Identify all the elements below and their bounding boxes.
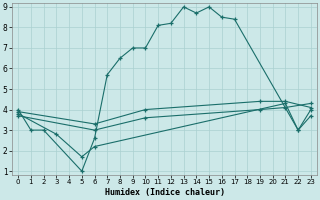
X-axis label: Humidex (Indice chaleur): Humidex (Indice chaleur) bbox=[105, 188, 225, 197]
